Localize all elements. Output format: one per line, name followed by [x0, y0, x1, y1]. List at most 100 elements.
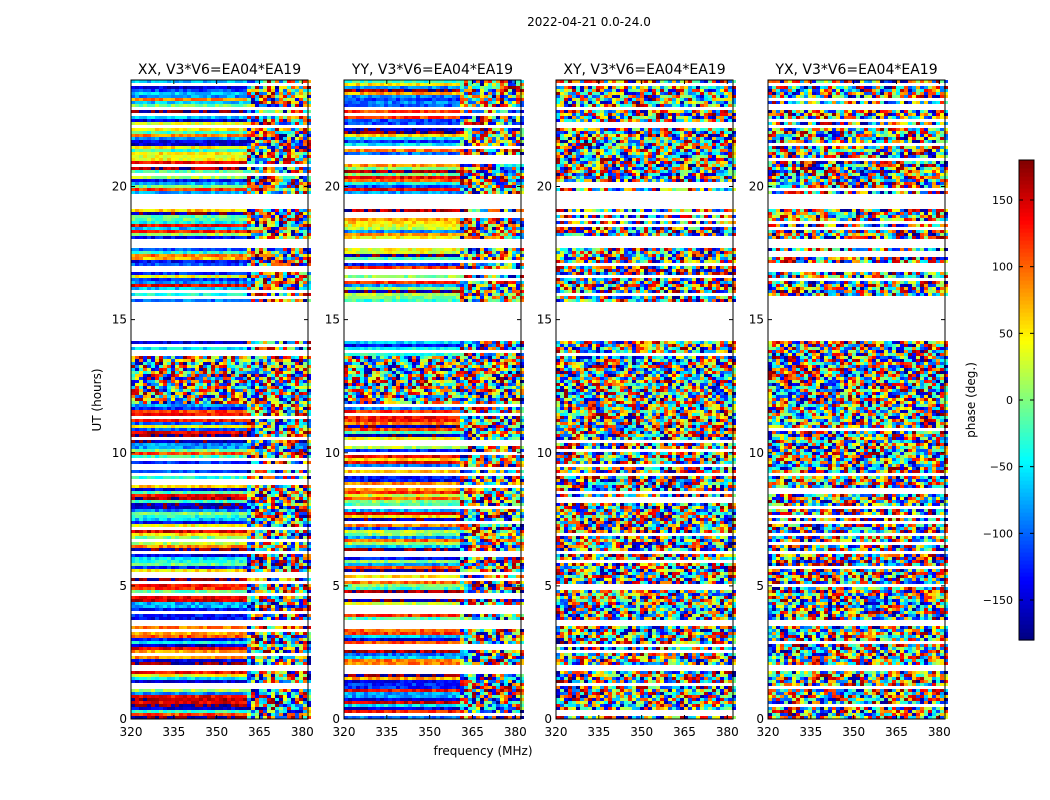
- x-tick-label: 335: [375, 725, 398, 739]
- colorbar-segment: [1019, 584, 1034, 589]
- colorbar-segment: [1019, 236, 1034, 241]
- colorbar-segment: [1019, 320, 1034, 325]
- y-axis-label: UT (hours): [90, 368, 104, 431]
- colorbar-segment: [1019, 252, 1034, 257]
- x-tick-label: 365: [673, 725, 696, 739]
- colorbar-segment: [1019, 564, 1034, 569]
- colorbar-segment: [1019, 628, 1034, 633]
- colorbar-segment: [1019, 580, 1034, 585]
- colorbar-segment: [1019, 316, 1034, 321]
- colorbar-segment: [1019, 544, 1034, 549]
- colorbar-segment: [1019, 268, 1034, 273]
- panel-title: YY, V3*V6=EA04*EA19: [351, 62, 513, 78]
- colorbar-segment: [1019, 352, 1034, 357]
- colorbar-segment: [1019, 468, 1034, 473]
- colorbar-segment: [1019, 384, 1034, 389]
- y-tick-label: 0: [332, 712, 340, 726]
- colorbar-segment: [1019, 464, 1034, 469]
- colorbar-segment: [1019, 372, 1034, 377]
- colorbar-label: phase (deg.): [964, 362, 978, 438]
- panel-title: XX, V3*V6=EA04*EA19: [138, 62, 301, 78]
- colorbar-segment: [1019, 612, 1034, 617]
- colorbar-segment: [1019, 280, 1034, 285]
- colorbar-segment: [1019, 376, 1034, 381]
- colorbar-segment: [1019, 520, 1034, 525]
- colorbar-segment: [1019, 180, 1034, 185]
- colorbar-segment: [1019, 444, 1034, 449]
- colorbar-segment: [1019, 604, 1034, 609]
- colorbar-segment: [1019, 328, 1034, 333]
- colorbar-segment: [1019, 392, 1034, 397]
- colorbar-segment: [1019, 188, 1034, 193]
- colorbar-segment: [1019, 552, 1034, 557]
- colorbar-segment: [1019, 200, 1034, 205]
- colorbar-segment: [1019, 456, 1034, 461]
- x-tick-label: 350: [630, 725, 653, 739]
- x-tick-label: 320: [757, 725, 780, 739]
- colorbar-segment: [1019, 616, 1034, 621]
- colorbar-segment: [1019, 572, 1034, 577]
- colorbar-segment: [1019, 532, 1034, 537]
- heatmap-cells: [768, 80, 948, 719]
- colorbar-segment: [1019, 428, 1034, 433]
- y-tick-label: 15: [325, 313, 340, 327]
- colorbar-segment: [1019, 396, 1034, 401]
- panel-frame: [555, 79, 734, 720]
- y-tick-label: 5: [544, 579, 552, 593]
- colorbar-segment: [1019, 484, 1034, 489]
- x-tick-label: 380: [291, 725, 314, 739]
- colorbar-segment: [1019, 356, 1034, 361]
- colorbar-segment: [1019, 256, 1034, 261]
- colorbar-segment: [1019, 292, 1034, 297]
- y-tick-label: 15: [749, 313, 764, 327]
- colorbar-segment: [1019, 560, 1034, 565]
- colorbar-segment: [1019, 304, 1034, 309]
- colorbar-segment: [1019, 436, 1034, 441]
- y-tick-label: 10: [537, 446, 552, 460]
- colorbar-segment: [1019, 168, 1034, 173]
- panel-title: YX, V3*V6=EA04*EA19: [774, 62, 937, 78]
- colorbar-segment: [1019, 380, 1034, 385]
- y-tick-label: 15: [537, 313, 552, 327]
- colorbar-segment: [1019, 432, 1034, 437]
- figure-suptitle: 2022-04-21 0.0-24.0: [527, 15, 651, 29]
- colorbar-segment: [1019, 600, 1034, 605]
- panel-1: XX, V3*V6=EA04*EA19 320 335 350 365 380 0 5 10 15…: [112, 62, 314, 739]
- colorbar-segment: [1019, 408, 1034, 413]
- y-tick-label: 5: [756, 579, 764, 593]
- x-axis-label: frequency (MHz): [433, 744, 532, 758]
- colorbar-segment: [1019, 476, 1034, 481]
- colorbar-segment: [1019, 608, 1034, 613]
- panel-frame: [343, 79, 522, 720]
- colorbar-tick-label: −100: [983, 527, 1013, 540]
- colorbar-segment: [1019, 592, 1034, 597]
- colorbar-segment: [1019, 364, 1034, 369]
- x-tick-label: 350: [842, 725, 865, 739]
- colorbar-segment: [1019, 516, 1034, 521]
- colorbar-segment: [1019, 624, 1034, 629]
- x-tick-label: 335: [799, 725, 822, 739]
- colorbar-segment: [1019, 596, 1034, 601]
- colorbar-tick-label: 150: [992, 194, 1013, 207]
- colorbar-tick-label: −50: [990, 461, 1013, 474]
- y-tick-label: 10: [112, 446, 127, 460]
- x-tick-label: 365: [461, 725, 484, 739]
- colorbar-segment: [1019, 452, 1034, 457]
- colorbar-segment: [1019, 448, 1034, 453]
- y-tick-label: 5: [119, 579, 127, 593]
- colorbar-segment: [1019, 588, 1034, 593]
- colorbar-segment: [1019, 360, 1034, 365]
- y-tick-label: 0: [756, 712, 764, 726]
- panels-group: XX, V3*V6=EA04*EA19 320 335 350 365 380 0 5 10 15…: [112, 62, 951, 739]
- colorbar-segment: [1019, 636, 1034, 641]
- colorbar-segment: [1019, 576, 1034, 581]
- colorbar-segment: [1019, 412, 1034, 417]
- colorbar-segment: [1019, 160, 1034, 165]
- colorbar-segment: [1019, 488, 1034, 493]
- panel-4: YX, V3*V6=EA04*EA19 320 335 350 365 380 0 5 10 15…: [749, 62, 951, 739]
- panel-2: YY, V3*V6=EA04*EA19 320 335 350 365 380 0 5 10 15…: [325, 62, 527, 739]
- colorbar-segment: [1019, 504, 1034, 509]
- panel-title: XY, V3*V6=EA04*EA19: [563, 62, 725, 78]
- colorbar-segment: [1019, 220, 1034, 225]
